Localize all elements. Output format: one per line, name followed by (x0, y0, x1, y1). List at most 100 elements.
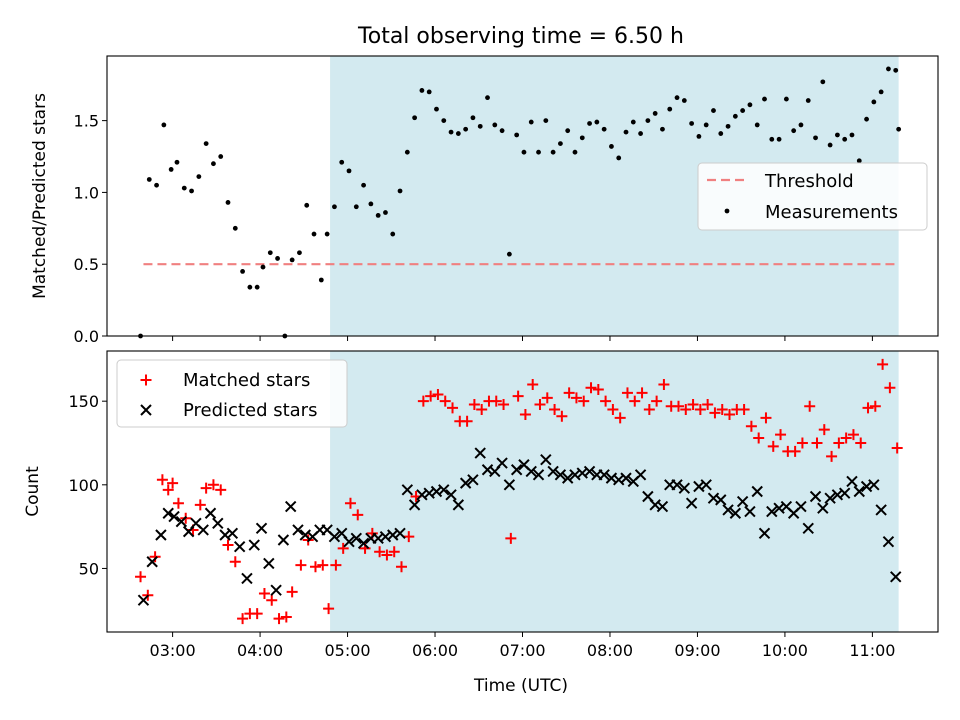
matched-star-point (570, 392, 582, 404)
measurement-point (485, 95, 490, 101)
measurement-point (871, 99, 877, 105)
top-series (138, 66, 902, 339)
matched-star-point (280, 611, 292, 623)
x-tick-label: 10:00 (762, 641, 808, 660)
predicted-star-point (175, 515, 188, 528)
bottom-axes-frame (106, 350, 939, 633)
predicted-star-point (678, 482, 691, 494)
predicted-star-point (715, 494, 727, 506)
measurement-point (896, 126, 902, 132)
predicted-star-point (744, 505, 756, 518)
measurement-point (297, 250, 302, 256)
y-tick-label: 0.5 (74, 255, 99, 274)
bottom-y-ticks: 50 100 150 (68, 392, 107, 578)
measurement-point (886, 66, 891, 72)
matched-star-point (323, 603, 335, 615)
matched-star-point (476, 404, 488, 416)
matched-star-point (215, 484, 227, 496)
measurement-point (762, 96, 767, 102)
y-tick-label: 100 (68, 476, 99, 495)
measurement-point (558, 141, 563, 146)
predicted-star-point (671, 479, 683, 491)
matched-star-point (549, 404, 561, 416)
matched-star-point (833, 437, 845, 449)
measurement-point (368, 201, 374, 207)
matched-star-point (563, 387, 575, 399)
measurement-point (434, 106, 439, 112)
matched-star-point (592, 383, 604, 395)
matched-star-point (680, 404, 692, 416)
measurement-point (196, 174, 202, 180)
legend-box (697, 162, 928, 231)
measurement-point (375, 212, 381, 218)
matched-star-point (374, 546, 386, 558)
top-legend: Threshold Measurements (697, 162, 928, 231)
predicted-star-point (197, 524, 209, 536)
legend-box (116, 359, 348, 428)
measurement-point (630, 119, 636, 125)
legend-predicted-label: Predicted stars (183, 400, 317, 421)
predicted-star-point (350, 532, 363, 545)
measurement-point (260, 264, 266, 270)
measurement-point (732, 113, 738, 119)
predicted-star-point (248, 539, 260, 551)
y-tick-label: 50 (79, 559, 99, 578)
matched-star-point (796, 437, 808, 449)
measurement-point (346, 168, 352, 174)
matched-star-point (417, 395, 429, 407)
matched-star-point (745, 420, 757, 432)
predicted-star-point (284, 500, 297, 513)
predicted-star-point (868, 479, 880, 491)
matched-star-point (716, 404, 728, 416)
matched-star-point (600, 395, 612, 407)
matched-star-point (135, 571, 147, 583)
matched-star-point (295, 559, 307, 571)
matched-star-point (447, 402, 459, 414)
matched-star-point (884, 382, 896, 394)
matched-star-point (629, 395, 641, 407)
measurement-point (397, 188, 403, 194)
measurement-point (499, 128, 505, 134)
measurement-point (543, 118, 549, 124)
predicted-star-point (554, 469, 567, 481)
measurement-point (240, 268, 245, 274)
bottom-series (135, 358, 903, 625)
predicted-star-point (846, 475, 858, 488)
measurement-point (506, 251, 512, 257)
matched-star-point (512, 390, 524, 402)
matched-star-point (585, 382, 597, 394)
measurement-point (718, 131, 724, 136)
matched-star-point (789, 445, 801, 457)
measurement-point (565, 128, 571, 134)
matched-star-point (388, 546, 400, 558)
legend-threshold-label: Threshold (764, 171, 854, 192)
measurement-point (203, 141, 209, 146)
measurement-point (791, 128, 797, 134)
matched-star-point (847, 429, 859, 441)
matched-star-point (760, 412, 772, 424)
matched-star-point (425, 390, 437, 402)
measurement-point (842, 136, 848, 142)
measurement-point (747, 102, 753, 108)
top-axes-frame (106, 55, 939, 337)
predicted-star-point (233, 540, 246, 553)
measurement-point (390, 231, 396, 237)
predicted-star-point (547, 465, 559, 478)
measurement-point (893, 67, 899, 73)
matched-star-point (309, 561, 321, 573)
x-tick-label: 04:00 (237, 641, 283, 660)
measurement-point (332, 204, 337, 210)
measurement-point (361, 182, 366, 188)
measurement-point (514, 132, 520, 138)
measurement-point (492, 122, 498, 128)
matched-star-point (286, 586, 298, 598)
matched-star-point (636, 387, 648, 399)
predicted-star-point (212, 517, 224, 529)
measurement-point (638, 131, 643, 136)
matched-star-point (237, 613, 249, 625)
matched-star-point (658, 378, 670, 390)
predicted-star-point (882, 535, 895, 548)
predicted-star-point (496, 457, 508, 469)
predicted-star-point (401, 484, 414, 496)
predicted-star-point (277, 534, 290, 546)
